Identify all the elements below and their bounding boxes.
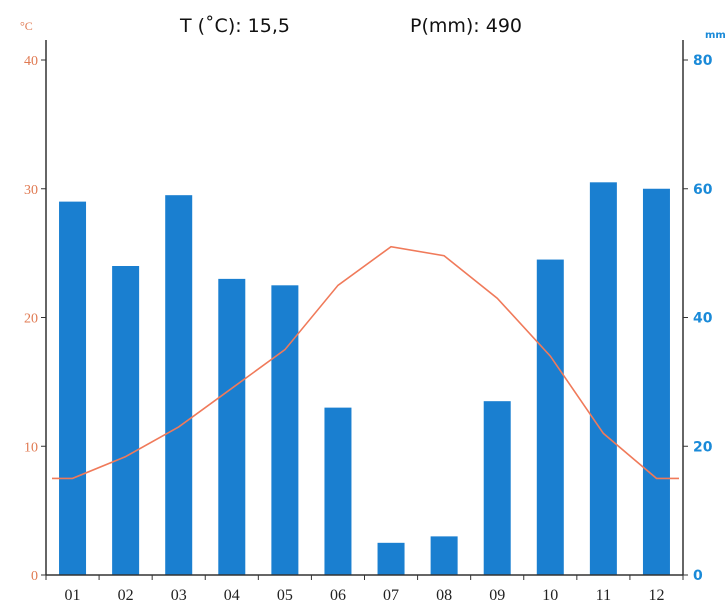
x-axis-ticks: 01 02 03 04 05 06 07 08 09 10 11 12 <box>45 575 684 604</box>
precip-bar-03 <box>165 195 193 575</box>
precip-bar-10 <box>536 259 564 575</box>
precip-bar-05 <box>271 285 299 575</box>
x-tick-label-02: 02 <box>118 587 134 604</box>
right-tick-label: 40 <box>693 311 713 327</box>
right-tick-label: 20 <box>693 439 713 455</box>
left-tick-label: 40 <box>24 54 38 69</box>
x-tick-label-03: 03 <box>171 587 187 604</box>
precip-bar-01 <box>59 201 87 575</box>
temperature-line-group <box>52 245 679 480</box>
right-axis-unit: mm <box>705 30 725 41</box>
x-tick-label-07: 07 <box>383 587 399 604</box>
x-tick-label-01: 01 <box>65 587 81 604</box>
left-tick-label: 20 <box>24 312 38 327</box>
left-tick-label: 0 <box>31 569 38 584</box>
precip-bar-04 <box>218 278 246 575</box>
x-tick-label-08: 08 <box>436 587 452 604</box>
precip-bar-07 <box>377 542 405 575</box>
temperature-line <box>52 245 679 480</box>
chart-title-temperature: T (˚C): 15,5 <box>179 15 290 37</box>
chart-title-precipitation: P(mm): 490 <box>410 15 522 37</box>
precip-bar-09 <box>483 401 511 575</box>
x-tick-label-10: 10 <box>542 587 558 604</box>
precip-bar-08 <box>430 536 458 575</box>
x-tick-label-11: 11 <box>596 587 611 604</box>
right-tick-label: 80 <box>693 53 713 69</box>
left-tick-label: 30 <box>24 183 38 198</box>
x-tick-label-06: 06 <box>330 587 346 604</box>
left-axis-ticks: 0 10 20 30 40 <box>24 54 46 584</box>
x-tick-label-05: 05 <box>277 587 293 604</box>
precipitation-bars <box>59 182 670 575</box>
left-axis-unit: °C <box>20 19 33 33</box>
precip-bar-06 <box>324 407 352 575</box>
right-tick-label: 0 <box>693 568 703 584</box>
x-tick-label-12: 12 <box>648 587 664 604</box>
precip-bar-12 <box>642 188 670 575</box>
right-tick-label: 60 <box>693 182 713 198</box>
x-tick-label-04: 04 <box>224 587 240 604</box>
left-tick-label: 10 <box>24 440 38 455</box>
precip-bar-11 <box>589 182 617 575</box>
x-tick-label-09: 09 <box>489 587 505 604</box>
precip-bar-02 <box>112 266 140 575</box>
right-axis-ticks: 0 20 40 60 80 <box>683 53 713 584</box>
